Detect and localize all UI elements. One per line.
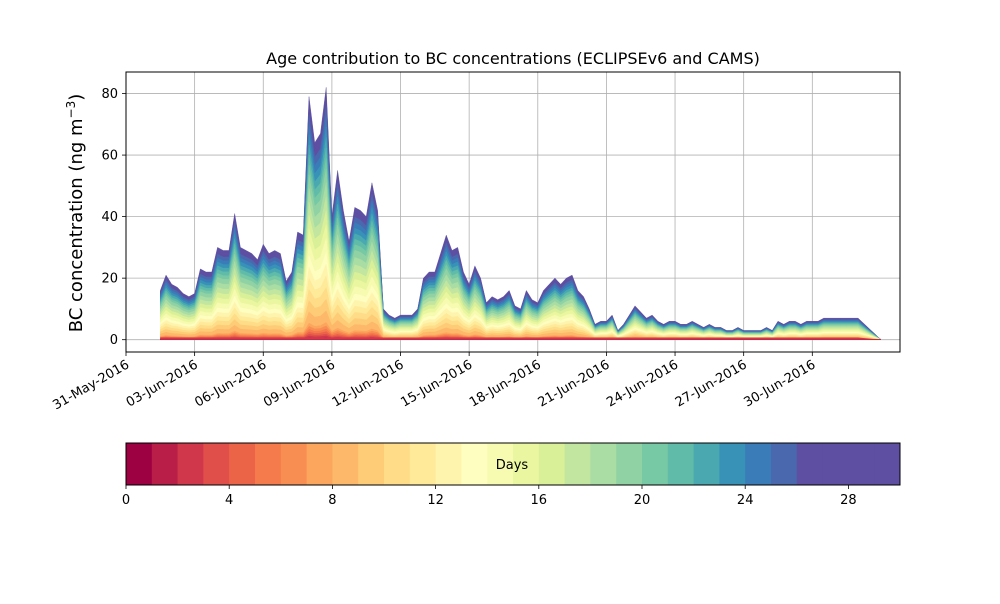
colorbar-swatch [384,443,411,485]
colorbar-swatch [667,443,695,485]
colorbar-swatch [771,443,798,485]
colorbar-swatch [151,443,179,485]
colorbar-swatch [203,443,230,485]
y-axis-label: BC concentration (ng m−3) [64,94,87,333]
x-tick-label: 27-Jun-2016 [673,357,750,410]
colorbar-tick-label: 24 [737,493,754,508]
x-tick-label: 15-Jun-2016 [398,357,475,410]
x-tick-label: 06-Jun-2016 [192,357,269,410]
x-tick-label: 18-Jun-2016 [467,357,544,410]
colorbar-swatch [538,443,566,485]
colorbar-swatch [642,443,669,485]
y-tick-label: 60 [101,149,118,164]
colorbar-swatch [822,443,849,485]
x-tick-label: 31-May-2016 [50,357,132,413]
colorbar-tick-label: 12 [427,493,444,508]
y-tick-label: 40 [101,210,118,225]
colorbar-swatch [874,443,901,485]
colorbar-swatch [693,443,720,485]
x-tick-label: 09-Jun-2016 [261,357,338,410]
colorbar-swatch [564,443,591,485]
colorbar-swatch [332,443,359,485]
axes: 31-May-201603-Jun-201606-Jun-201609-Jun-… [50,87,818,413]
colorbar-swatch [461,443,488,485]
stacked-areas [160,87,882,340]
colorbar-swatch [590,443,617,485]
colorbar-swatch [255,443,282,485]
colorbar-swatch [409,443,437,485]
y-axis-label-exponent: −3 [64,101,78,119]
colorbar-swatch [487,443,514,485]
colorbar-swatch [126,443,153,485]
colorbar-swatch [745,443,772,485]
colorbar-swatch [513,443,540,485]
colorbar-swatch [177,443,204,485]
y-axis-label-main: BC concentration (ng m [66,118,87,332]
plot-frame [125,71,901,353]
colorbar-tick-label: 20 [634,493,651,508]
colorbar: 0 4 8 12 16 20 24 28 [122,442,901,508]
colorbar-swatch [435,443,462,485]
colorbar-tick-label: 0 [122,493,130,508]
y-tick-label: 80 [101,87,118,102]
colorbar-swatch [358,443,385,485]
x-tick-label: 30-Jun-2016 [741,357,818,410]
colorbar-swatch [280,443,308,485]
y-axis-label-close: ) [66,94,87,101]
x-tick-label: 03-Jun-2016 [124,357,201,410]
x-tick-label: 21-Jun-2016 [536,357,613,410]
colorbar-swatch [848,443,875,485]
colorbar-swatch [306,443,333,485]
colorbar-tick-label: 28 [840,493,857,508]
colorbar-tick-label: 16 [531,493,548,508]
colorbar-frame [125,442,901,486]
colorbar-tick-label: 4 [225,493,233,508]
colorbar-swatch [796,443,824,485]
age-layer-baseline [160,337,881,340]
colorbar-swatch [229,443,256,485]
x-tick-label: 12-Jun-2016 [330,357,407,410]
colorbar-label: Days [496,458,529,473]
colorbar-tick-label: 8 [328,493,336,508]
y-tick-label: 0 [110,333,118,348]
colorbar-swatch [616,443,643,485]
y-tick-label: 20 [101,272,118,287]
x-tick-label: 24-Jun-2016 [604,357,681,410]
chart-title: Age contribution to BC concentrations (E… [266,49,760,68]
colorbar-swatch [719,443,746,485]
